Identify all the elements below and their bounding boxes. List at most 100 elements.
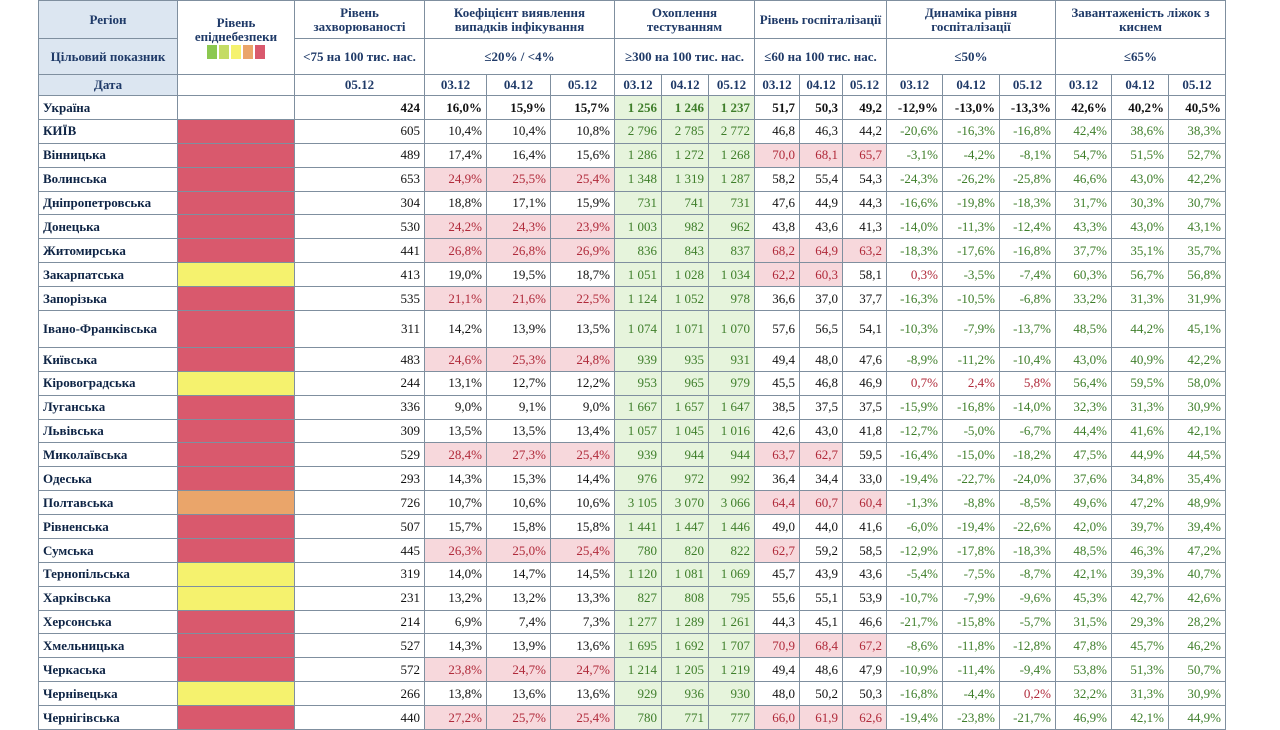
positivity-value: 10,4% xyxy=(424,118,487,144)
testing-value: 1 695 xyxy=(614,633,662,659)
table-row: Запорізька 535 21,1% 21,6% 22,5% 1 124 1 052 97… xyxy=(38,286,1226,311)
oxygen-beds-value: 31,7% xyxy=(1055,190,1112,216)
legend-swatch xyxy=(255,45,265,60)
region-name: Луганська xyxy=(38,394,178,420)
oxygen-beds-value: 43,0% xyxy=(1111,214,1169,240)
oxygen-beds-value: 43,0% xyxy=(1055,346,1112,372)
hosp-dynamics-value: -19,4% xyxy=(886,705,943,730)
epid-level-cell xyxy=(177,214,295,240)
oxygen-beds-value: 30,9% xyxy=(1168,394,1226,420)
positivity-value: 13,5% xyxy=(486,418,551,444)
epid-level-cell xyxy=(177,466,295,492)
table-row: Харківська 231 13,2% 13,2% 13,3% 827 808 795 55,… xyxy=(38,585,1226,611)
hosp-value: 68,1 xyxy=(799,142,843,168)
testing-value: 1 081 xyxy=(661,561,709,587)
hosp-dynamics-value: -10,4% xyxy=(999,346,1056,372)
oxygen-beds-value: 29,3% xyxy=(1111,609,1169,635)
oxygen-beds-value: 42,4% xyxy=(1055,118,1112,144)
hosp-dynamics-value: -16,8% xyxy=(886,681,943,707)
hosp-dynamics-value: -11,2% xyxy=(942,346,1000,372)
hosp-value: 37,0 xyxy=(799,286,843,311)
hosp-dynamics-value: -8,9% xyxy=(886,346,943,372)
table-row: Миколаївська 529 28,4% 27,3% 25,4% 939 944 944 6… xyxy=(38,442,1226,468)
hosp-dynamics-value: -5,7% xyxy=(999,609,1056,635)
hosp-dynamics-value: -7,5% xyxy=(942,561,1000,587)
testing-value: 939 xyxy=(614,346,662,372)
hosp-value: 51,7 xyxy=(754,95,800,120)
positivity-value: 14,5% xyxy=(550,561,615,587)
target-incidence: <75 на 100 тис. нас. xyxy=(294,38,425,75)
region-name: Сумська xyxy=(38,537,178,563)
oxygen-beds-value: 40,9% xyxy=(1111,346,1169,372)
hosp-dynamics-value: -22,6% xyxy=(999,514,1056,539)
oxygen-beds-value: 30,3% xyxy=(1111,190,1169,216)
hosp-dynamics-value: -19,8% xyxy=(942,190,1000,216)
table-row: Дніпропетровська 304 18,8% 17,1% 15,9% 731 741… xyxy=(38,190,1226,216)
hosp-dynamics-value: -16,3% xyxy=(942,118,1000,144)
epid-level-cell xyxy=(177,657,295,683)
hosp-value: 43,6 xyxy=(842,561,887,587)
epid-level-cell xyxy=(177,705,295,730)
oxygen-beds-value: 39,7% xyxy=(1111,514,1169,539)
hosp-value: 46,8 xyxy=(799,370,843,396)
header-hosp: Рівень госпіталізації xyxy=(754,0,887,39)
oxygen-beds-value: 47,8% xyxy=(1055,633,1112,659)
positivity-value: 16,0% xyxy=(424,95,487,120)
table-row: Чернівецька 266 13,8% 13,6% 13,6% 929 936 930 48… xyxy=(38,681,1226,707)
target-hosp-dynamics: ≤50% xyxy=(886,38,1056,75)
hosp-value: 44,0 xyxy=(799,514,843,539)
oxygen-beds-value: 42,2% xyxy=(1168,166,1226,192)
positivity-value: 9,0% xyxy=(424,394,487,420)
testing-value: 1 124 xyxy=(614,286,662,311)
hosp-value: 60,4 xyxy=(842,490,887,516)
hosp-value: 59,5 xyxy=(842,442,887,468)
hosp-dynamics-value: -26,2% xyxy=(942,166,1000,192)
hosp-value: 64,4 xyxy=(754,490,800,516)
oxygen-beds-value: 35,4% xyxy=(1168,466,1226,492)
oxygen-beds-value: 30,7% xyxy=(1168,190,1226,216)
testing-value: 1 277 xyxy=(614,609,662,635)
target-oxygen-beds: ≤65% xyxy=(1055,38,1226,75)
epid-level-cell xyxy=(177,681,295,707)
positivity-value: 13,4% xyxy=(550,418,615,444)
testing-value: 1 205 xyxy=(661,657,709,683)
hosp-value: 43,8 xyxy=(754,214,800,240)
incidence-value: 507 xyxy=(294,514,425,539)
table-row: Львівська 309 13,5% 13,5% 13,4% 1 057 1 045 1 0… xyxy=(38,418,1226,444)
testing-value: 731 xyxy=(614,190,662,216)
positivity-value: 10,7% xyxy=(424,490,487,516)
hosp-dynamics-value: -10,5% xyxy=(942,286,1000,311)
region-name: Чернігівська xyxy=(38,705,178,730)
date-header-cell: 04.12 xyxy=(799,74,843,96)
table-row: Сумська 445 26,3% 25,0% 25,4% 780 820 822 62,7 59… xyxy=(38,537,1226,563)
hosp-dynamics-value: -16,8% xyxy=(999,238,1056,264)
oxygen-beds-value: 32,2% xyxy=(1055,681,1112,707)
positivity-value: 13,6% xyxy=(550,681,615,707)
hosp-dynamics-value: -19,4% xyxy=(942,514,1000,539)
hosp-value: 54,1 xyxy=(842,309,887,348)
positivity-value: 16,4% xyxy=(486,142,551,168)
epid-level-cell xyxy=(177,633,295,659)
hosp-value: 62,2 xyxy=(754,262,800,287)
hosp-value: 58,1 xyxy=(842,262,887,287)
hosp-value: 63,7 xyxy=(754,442,800,468)
positivity-value: 27,3% xyxy=(486,442,551,468)
positivity-value: 23,8% xyxy=(424,657,487,683)
hosp-value: 49,4 xyxy=(754,346,800,372)
hosp-dynamics-value: -16,8% xyxy=(942,394,1000,420)
testing-value: 1 069 xyxy=(708,561,755,587)
oxygen-beds-value: 56,4% xyxy=(1055,370,1112,396)
epid-level-cell xyxy=(177,370,295,396)
legend-swatch xyxy=(231,45,241,60)
testing-value: 1 071 xyxy=(661,309,709,348)
header-target: Цільовий показник xyxy=(38,38,178,75)
hosp-dynamics-value: -15,9% xyxy=(886,394,943,420)
table-row: Херсонська 214 6,9% 7,4% 7,3% 1 277 1 289 1 261… xyxy=(38,609,1226,635)
positivity-value: 26,8% xyxy=(424,238,487,264)
testing-value: 1 045 xyxy=(661,418,709,444)
testing-value: 777 xyxy=(708,705,755,730)
oxygen-beds-value: 44,4% xyxy=(1055,418,1112,444)
hosp-dynamics-value: -17,6% xyxy=(942,238,1000,264)
table-row: Тернопільська 319 14,0% 14,7% 14,5% 1 120 1 08… xyxy=(38,561,1226,587)
header-incidence: Рівень захворюваності xyxy=(294,0,425,39)
